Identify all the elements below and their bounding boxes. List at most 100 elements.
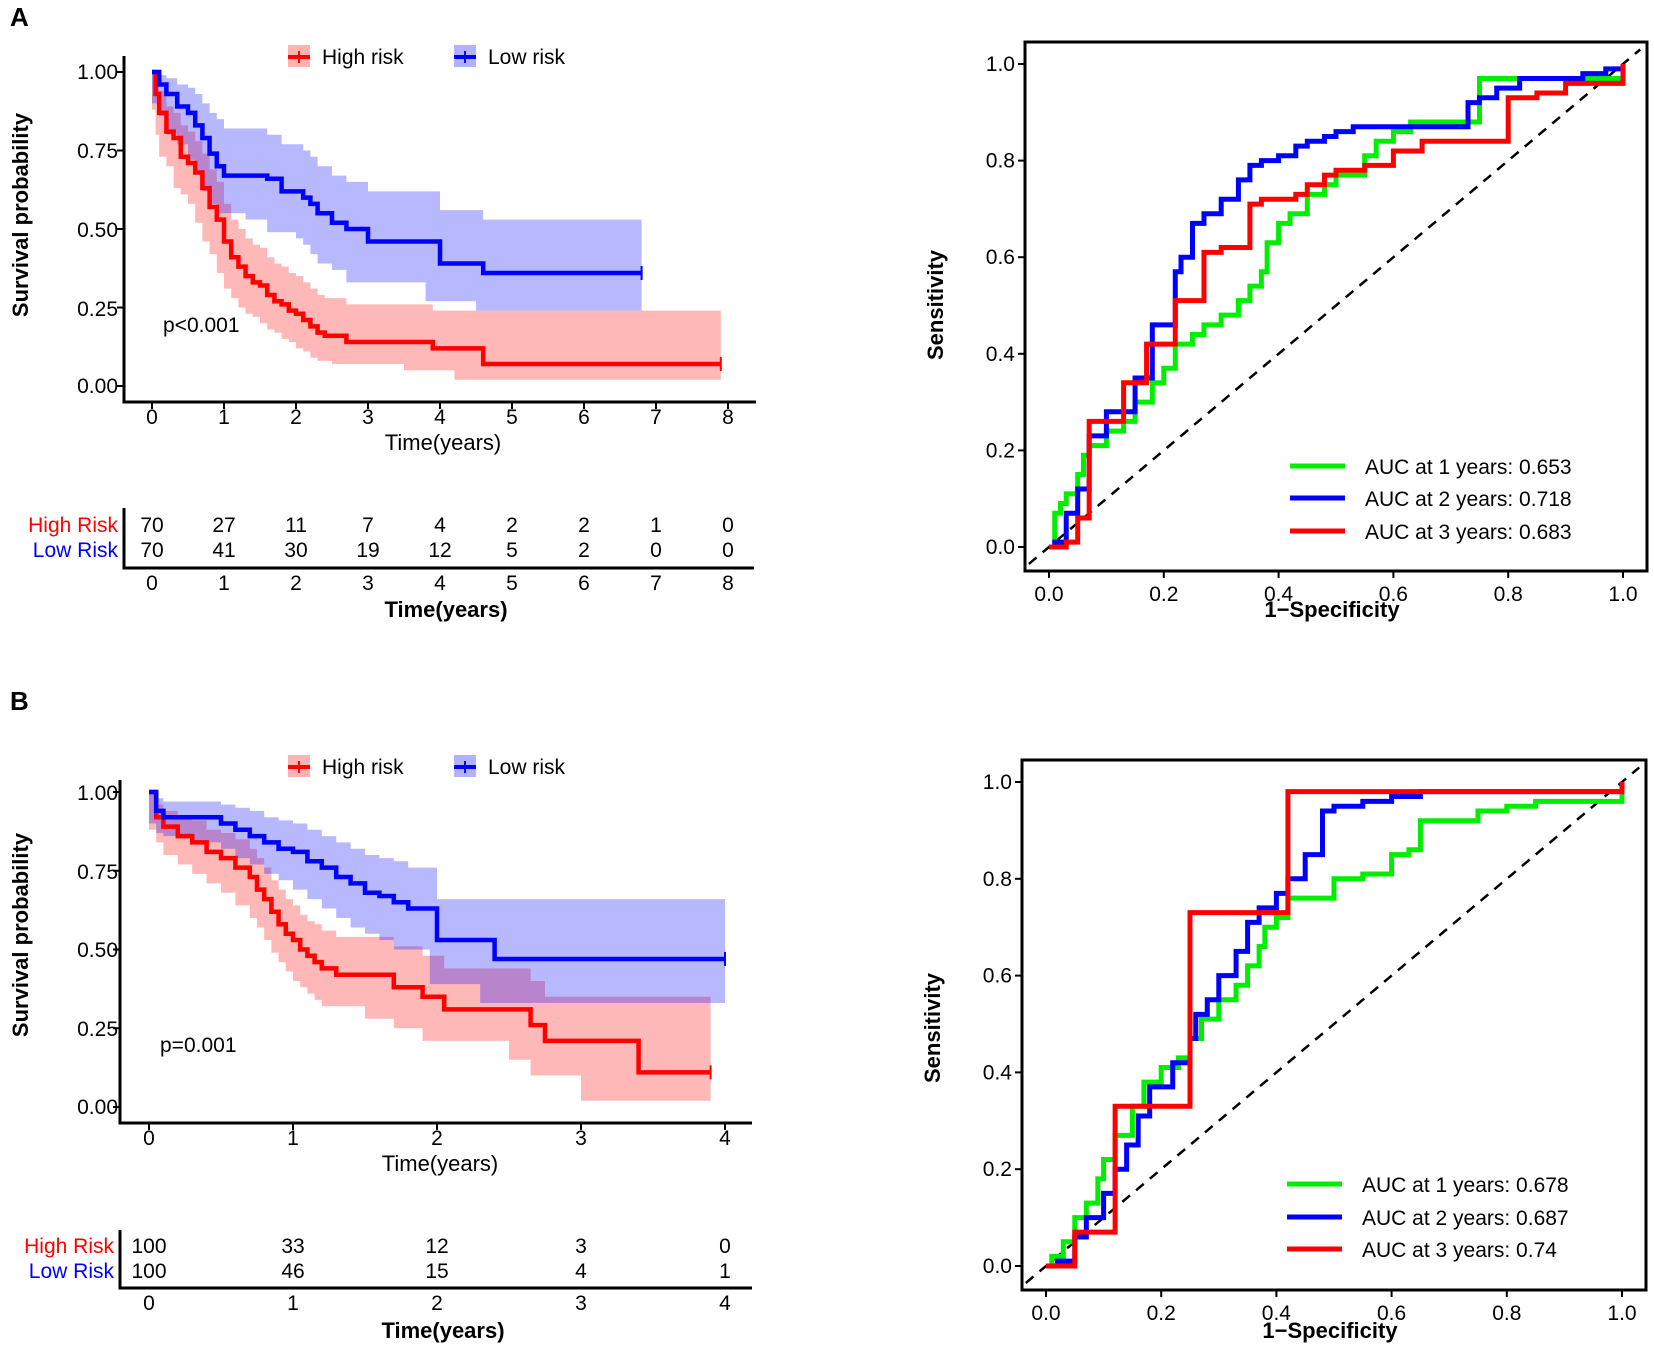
risk-a-xtick-label: 7 — [650, 572, 662, 595]
km-b-ylabel: Survival probability — [8, 832, 33, 1037]
risk-a-xtick-label: 1 — [218, 572, 230, 595]
risk-b-high-label: High Risk — [24, 1235, 114, 1258]
risk-a-high-value: 0 — [722, 514, 734, 537]
risk-b-low-value: 100 — [131, 1260, 166, 1283]
risk-a-low-value: 5 — [506, 539, 518, 562]
risk-b-low-label: Low Risk — [29, 1260, 115, 1283]
roc-b-legend-label-3yr: AUC at 3 years: 0.74 — [1362, 1239, 1557, 1262]
km-b-xlabel: Time(years) — [382, 1151, 499, 1176]
risk-a-high-label: High Risk — [28, 514, 118, 537]
risk-a-xtick-label: 4 — [434, 572, 446, 595]
risk-a-xtick-label: 8 — [722, 572, 734, 595]
roc-b-ytick-label: 0.8 — [983, 868, 1012, 891]
km-a-ylabel: Survival probability — [8, 112, 33, 317]
km-a-ytick-label: 0.75 — [77, 140, 118, 163]
risk-b-xtick-label: 4 — [719, 1292, 731, 1315]
roc-b-ytick-label: 0.4 — [983, 1061, 1013, 1084]
km-b-legend-high-label: High risk — [322, 756, 404, 779]
risk-a-xtick-label: 0 — [146, 572, 158, 595]
risk-a-low-value: 0 — [722, 539, 734, 562]
km-a-ci-band-0 — [152, 72, 721, 380]
roc-a-legend: AUC at 1 years: 0.653 AUC at 2 years: 0.… — [1290, 456, 1572, 544]
km-b-survival-curve-1 — [149, 789, 725, 962]
roc-a-xlabel: 1−Specificity — [1264, 597, 1400, 622]
km-a-axes — [122, 56, 756, 404]
risk-b-xtick-label: 2 — [431, 1292, 443, 1315]
km-a-xticks: 0 1 2 3 4 5 6 7 8 — [146, 406, 734, 429]
roc-b-legend: AUC at 1 years: 0.678 AUC at 2 years: 0.… — [1287, 1174, 1569, 1262]
risk-b-low-value: 46 — [281, 1260, 304, 1283]
roc-b-xlabel: 1−Specificity — [1262, 1318, 1398, 1343]
km-a-xtick-label: 6 — [578, 406, 590, 429]
roc-b-xtick-label: 1.0 — [1607, 1302, 1636, 1325]
km-b-ytick-label: 0.50 — [77, 939, 118, 962]
roc-b-legend-label-2yr: AUC at 2 years: 0.687 — [1362, 1207, 1569, 1230]
roc-b-frame — [1020, 758, 1648, 1292]
risk-a-high-value: 70 — [140, 514, 163, 537]
km-b-xtick-label: 1 — [287, 1127, 299, 1150]
risk-b-xtick-label: 0 — [143, 1292, 155, 1315]
km-b-xtick-label: 3 — [575, 1127, 587, 1150]
km-a-ytick-label: 0.00 — [77, 375, 118, 398]
km-a-legend: High risk Low risk — [288, 45, 566, 69]
risk-b-xtick-label: 3 — [575, 1292, 587, 1315]
km-a-survival-curve-1 — [152, 69, 642, 276]
risk-b-high-value: 12 — [425, 1235, 448, 1258]
risk-a-high-value: 4 — [434, 514, 446, 537]
roc-b-xtick-label: 0.4 — [1262, 1302, 1292, 1325]
roc-b-roc-curve-2 — [1046, 782, 1625, 1269]
km-a-xtick-label: 3 — [362, 406, 374, 429]
roc-a-roc-curve-1 — [1049, 64, 1626, 550]
risk-a-high-value: 27 — [212, 514, 235, 537]
roc-a-ytick-label: 0.0 — [986, 536, 1015, 559]
km-b-plot-area — [113, 780, 752, 1130]
km-a-xlabel: Time(years) — [385, 430, 502, 455]
roc-a-legend-label-3yr: AUC at 3 years: 0.683 — [1365, 521, 1572, 544]
roc-b-roc-curve-0 — [1046, 782, 1625, 1269]
km-a-ytick-label: 0.25 — [77, 298, 118, 321]
roc-a-roc-curve-2 — [1049, 64, 1626, 550]
km-b-ytick-label: 1.00 — [77, 782, 118, 805]
roc-a-plot-area — [1018, 48, 1642, 578]
risk-b-axes — [118, 1230, 752, 1290]
risk-a-high-value: 2 — [578, 514, 590, 537]
roc-b-ytick-label: 0.6 — [983, 965, 1012, 988]
risk-a-high-value: 1 — [650, 514, 662, 537]
risk-a-xtick-label: 3 — [362, 572, 374, 595]
risk-a-high-value: 11 — [285, 514, 307, 537]
roc-a-legend-label-1yr: AUC at 1 years: 0.653 — [1365, 456, 1572, 479]
km-b-ci-band-1 — [149, 792, 725, 1004]
risk-a-high-value: 7 — [362, 514, 374, 537]
roc-a-xtick-label: 0.6 — [1379, 583, 1408, 606]
km-a-xtick-label: 0 — [146, 406, 158, 429]
roc-b-reference-diagonal — [1025, 766, 1641, 1284]
risk-b-xtick-label: 1 — [287, 1292, 299, 1315]
risk-a-low-value: 2 — [578, 539, 590, 562]
km-a-pvalue: p<0.001 — [163, 314, 240, 337]
roc-b-xtick-label: 0.6 — [1377, 1302, 1406, 1325]
risk-b-high-value: 3 — [575, 1235, 587, 1258]
risk-a-xtick-label: 6 — [578, 572, 590, 595]
risk-a-xtick-label: 5 — [506, 572, 518, 595]
risk-b-low-value: 15 — [425, 1260, 448, 1283]
roc-a-ytick-label: 0.2 — [986, 439, 1015, 462]
roc-b-xtick-label: 0.8 — [1492, 1302, 1521, 1325]
km-b-ci-band-0 — [149, 792, 711, 1101]
roc-plot-a: Sensitivity 1−Specificity AUC at 1 years… — [923, 40, 1649, 622]
roc-plot-b: Sensitivity 1−Specificity AUC at 1 years… — [920, 758, 1648, 1343]
panel-letter-a: A — [10, 2, 29, 32]
km-a-ytick-label: 0.50 — [77, 219, 118, 242]
roc-a-xtick-label: 1.0 — [1608, 583, 1637, 606]
km-a-xtick-label: 4 — [434, 406, 446, 429]
km-a-legend-low-label: Low risk — [488, 46, 566, 69]
risk-a-low-value: 12 — [428, 539, 451, 562]
roc-b-ylabel: Sensitivity — [920, 972, 945, 1083]
risk-b-low-value: 1 — [719, 1260, 731, 1283]
roc-b-plot-area — [1015, 766, 1641, 1297]
risk-b-high-value: 0 — [719, 1235, 731, 1258]
roc-a-xtick-label: 0.2 — [1149, 583, 1178, 606]
km-a-xtick-label: 7 — [650, 406, 662, 429]
km-b-xtick-label: 2 — [431, 1127, 443, 1150]
roc-a-ylabel: Sensitivity — [923, 249, 948, 360]
